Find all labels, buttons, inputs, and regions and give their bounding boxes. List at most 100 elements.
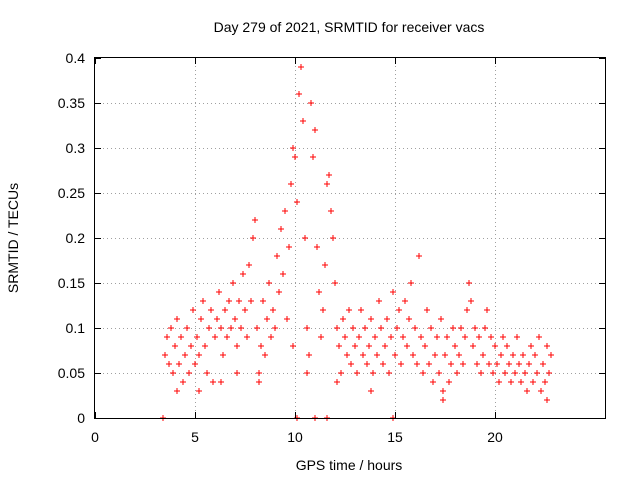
data-point xyxy=(370,370,376,376)
data-point xyxy=(334,379,340,385)
data-point xyxy=(248,298,254,304)
data-point xyxy=(296,91,302,97)
data-point xyxy=(178,334,184,340)
data-point xyxy=(372,334,378,340)
x-tick-label: 15 xyxy=(387,429,403,445)
data-point xyxy=(440,397,446,403)
data-point xyxy=(538,388,544,394)
data-point xyxy=(384,316,390,322)
data-point xyxy=(190,307,196,313)
data-point xyxy=(422,343,428,349)
data-point xyxy=(192,361,198,367)
data-point xyxy=(364,361,370,367)
data-point xyxy=(170,370,176,376)
data-point xyxy=(330,235,336,241)
data-point xyxy=(326,172,332,178)
data-point xyxy=(320,307,326,313)
data-point xyxy=(280,271,286,277)
data-point xyxy=(312,127,318,133)
data-point xyxy=(232,316,238,322)
data-point xyxy=(494,361,500,367)
data-point xyxy=(282,208,288,214)
data-point xyxy=(522,370,528,376)
data-point xyxy=(404,343,410,349)
data-point xyxy=(488,334,494,340)
data-point xyxy=(284,316,290,322)
x-tick-labels: 0 5 10 15 20 xyxy=(91,429,503,445)
data-point xyxy=(350,325,356,331)
data-point xyxy=(342,334,348,340)
data-point xyxy=(304,370,310,376)
data-point xyxy=(336,343,342,349)
data-point xyxy=(416,253,422,259)
data-point xyxy=(310,154,316,160)
data-point xyxy=(456,352,462,358)
data-point xyxy=(514,334,520,340)
data-point xyxy=(360,352,366,358)
grid-layer xyxy=(95,58,605,418)
data-point xyxy=(546,370,552,376)
data-point xyxy=(528,343,534,349)
data-point xyxy=(304,325,310,331)
data-point xyxy=(164,334,170,340)
x-tick-label: 10 xyxy=(287,429,303,445)
data-points xyxy=(160,64,554,421)
data-point xyxy=(300,118,306,124)
data-point xyxy=(406,316,412,322)
data-point xyxy=(250,235,256,241)
data-point xyxy=(366,343,372,349)
y-tick-labels: 0 0.05 0.1 0.15 0.2 0.25 0.3 0.35 0.4 xyxy=(58,50,85,426)
data-point xyxy=(186,370,192,376)
data-point xyxy=(386,370,392,376)
data-point xyxy=(208,307,214,313)
data-point xyxy=(324,181,330,187)
data-point xyxy=(508,379,514,385)
data-point xyxy=(218,379,224,385)
data-point xyxy=(224,334,230,340)
data-point xyxy=(498,352,504,358)
data-point xyxy=(450,325,456,331)
data-point xyxy=(446,379,452,385)
data-point xyxy=(484,307,490,313)
data-point xyxy=(412,325,418,331)
data-point xyxy=(418,334,424,340)
data-point xyxy=(240,271,246,277)
data-point xyxy=(362,325,368,331)
data-point xyxy=(328,208,334,214)
data-point xyxy=(448,361,454,367)
data-point xyxy=(332,280,338,286)
data-point xyxy=(322,262,328,268)
data-point xyxy=(244,334,250,340)
data-point xyxy=(542,379,548,385)
data-point xyxy=(180,379,186,385)
data-point xyxy=(388,334,394,340)
data-point xyxy=(264,316,270,322)
y-axis-label: SRMTID / TECUs xyxy=(5,183,21,293)
data-point xyxy=(474,361,480,367)
data-point xyxy=(188,343,194,349)
data-point xyxy=(492,343,498,349)
data-point xyxy=(184,325,190,331)
data-point xyxy=(482,325,488,331)
data-point xyxy=(428,325,434,331)
data-point xyxy=(504,343,510,349)
data-point xyxy=(442,352,448,358)
data-point xyxy=(174,388,180,394)
data-point xyxy=(270,307,276,313)
data-point xyxy=(502,370,508,376)
data-point xyxy=(278,226,284,232)
data-point xyxy=(196,352,202,358)
data-point xyxy=(162,352,168,358)
data-point xyxy=(462,334,468,340)
y-tick-label: 0.3 xyxy=(66,140,86,156)
plot-frame xyxy=(94,57,606,419)
data-point xyxy=(348,361,354,367)
y-tick-label: 0.15 xyxy=(58,275,85,291)
data-point xyxy=(436,370,442,376)
data-point xyxy=(218,325,224,331)
data-point xyxy=(548,352,554,358)
data-point xyxy=(434,334,440,340)
data-point xyxy=(532,352,538,358)
data-point xyxy=(426,361,432,367)
data-point xyxy=(288,181,294,187)
